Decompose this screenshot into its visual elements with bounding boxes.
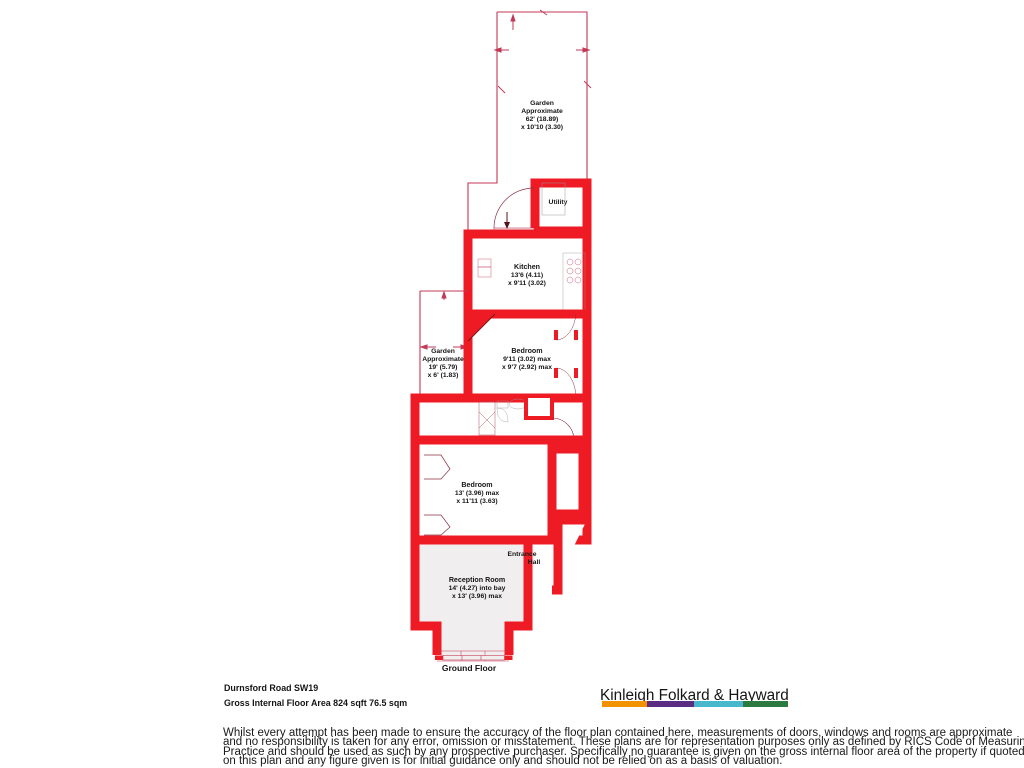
svg-text:x 6' (1.83): x 6' (1.83) — [428, 372, 459, 379]
svg-text:Approximate: Approximate — [422, 356, 464, 363]
svg-text:Hall: Hall — [528, 559, 541, 566]
svg-text:62' (18.89): 62' (18.89) — [526, 116, 559, 123]
svg-text:Garden: Garden — [431, 348, 455, 355]
svg-text:13'6 (4.11): 13'6 (4.11) — [511, 272, 543, 279]
svg-text:19' (5.79): 19' (5.79) — [429, 364, 458, 371]
svg-text:x 11'11 (3.63): x 11'11 (3.63) — [456, 498, 497, 505]
svg-text:x 10'10 (3.30): x 10'10 (3.30) — [521, 124, 563, 131]
svg-text:Kitchen: Kitchen — [514, 263, 540, 271]
svg-text:x 13' (3.96) max: x 13' (3.96) max — [452, 593, 502, 600]
svg-text:9'11 (3.02) max: 9'11 (3.02) max — [503, 356, 551, 363]
svg-text:Approximate: Approximate — [521, 108, 563, 115]
svg-text:Reception Room: Reception Room — [449, 576, 505, 584]
svg-text:on this plan and any figure gi: on this plan and any figure given is for… — [223, 755, 782, 767]
svg-text:Garden: Garden — [530, 100, 554, 107]
svg-text:Ground Floor: Ground Floor — [442, 663, 497, 673]
svg-text:13' (3.96) max: 13' (3.96) max — [455, 490, 500, 497]
svg-text:Bedroom: Bedroom — [511, 347, 542, 355]
svg-text:Bedroom: Bedroom — [461, 481, 492, 489]
svg-text:Gross Internal Floor Area 824: Gross Internal Floor Area 824 sqft 76.5 … — [224, 698, 407, 708]
svg-text:14' (4.27) into bay: 14' (4.27) into bay — [449, 585, 506, 592]
svg-text:x 9'11 (3.02): x 9'11 (3.02) — [508, 280, 546, 287]
svg-text:x 9'7 (2.92) max: x 9'7 (2.92) max — [502, 364, 552, 371]
svg-text:Entrance: Entrance — [507, 551, 536, 558]
svg-text:Durnsford Road SW19: Durnsford Road SW19 — [224, 683, 318, 693]
